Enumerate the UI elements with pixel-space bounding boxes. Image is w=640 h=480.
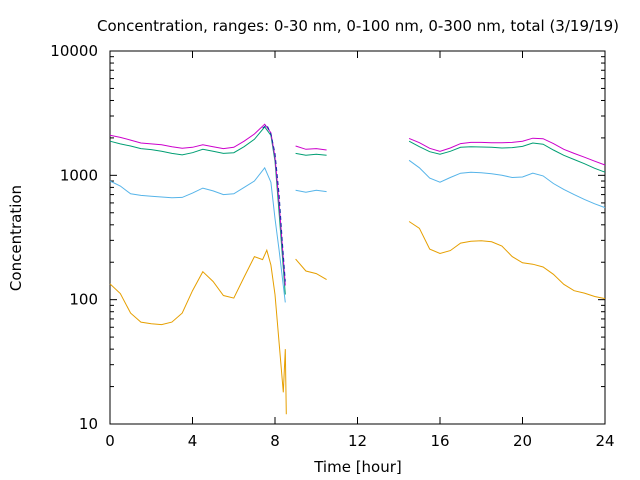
series-line-1 <box>408 221 606 300</box>
y-axis-label: Concentration <box>7 185 25 291</box>
y-tick-label: 1000 <box>60 166 98 184</box>
series-line-5 <box>262 124 286 282</box>
x-tick-label: 16 <box>430 432 449 450</box>
series-line-1 <box>295 258 327 281</box>
series-layer <box>109 123 606 415</box>
x-tick-label: 20 <box>513 432 532 450</box>
y-tick-label: 100 <box>69 291 98 309</box>
plot-frame <box>109 50 606 425</box>
series-line-1 <box>109 248 287 415</box>
series-line-3 <box>109 126 286 295</box>
series-line-2 <box>408 159 606 209</box>
series-line-3 <box>295 152 327 156</box>
axis-ticks: 0 4 8 12 16 20 24 10 100 1000 10000 <box>50 42 614 450</box>
x-tick-label: 8 <box>270 432 280 450</box>
series-line-3 <box>408 140 606 173</box>
x-tick-label: 4 <box>188 432 198 450</box>
x-tick-label: 0 <box>105 432 115 450</box>
series-line-4 <box>109 123 286 286</box>
series-line-2 <box>295 189 327 193</box>
chart-title: Concentration, ranges: 0-30 nm, 0-100 nm… <box>97 17 619 35</box>
x-axis-label: Time [hour] <box>313 458 402 476</box>
x-tick-label: 12 <box>348 432 367 450</box>
y-tick-label: 10000 <box>50 42 98 60</box>
x-tick-label: 24 <box>595 432 614 450</box>
series-line-4 <box>295 145 327 151</box>
series-line-2 <box>109 166 286 303</box>
y-tick-label: 10 <box>79 415 98 433</box>
series-line-4 <box>408 137 606 166</box>
